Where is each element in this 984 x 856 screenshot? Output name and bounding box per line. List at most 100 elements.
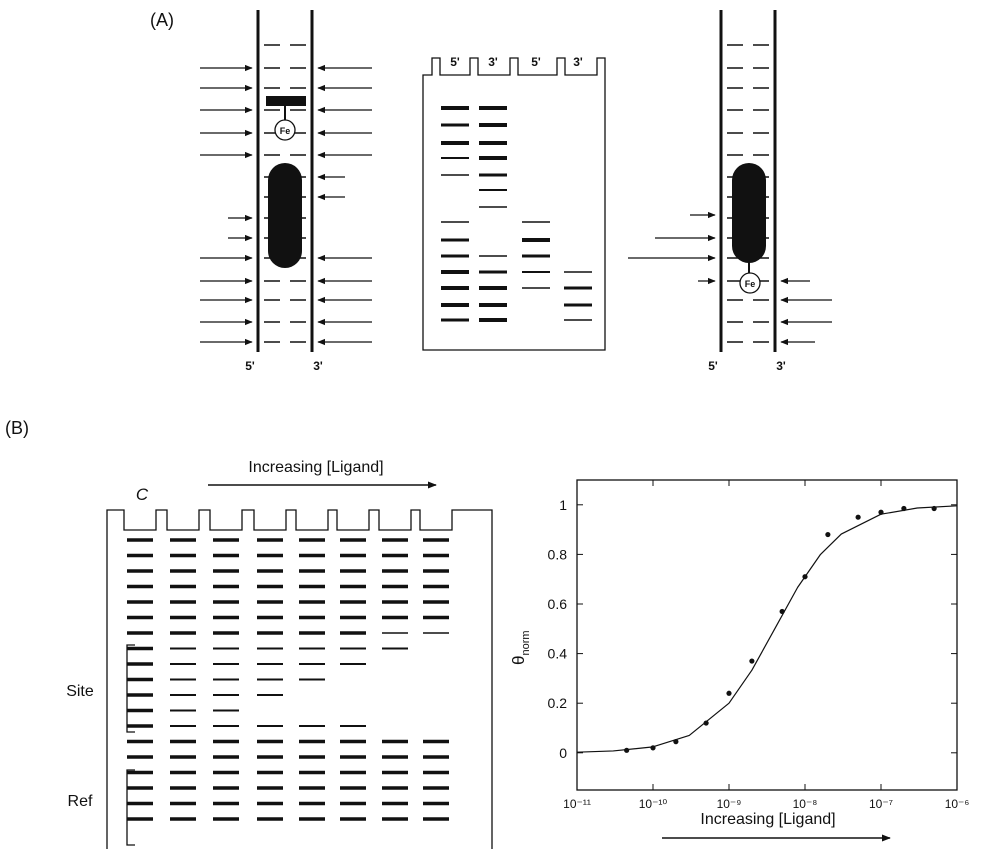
gel-band xyxy=(423,770,449,775)
gel-band xyxy=(340,584,366,589)
gel-band xyxy=(213,770,239,775)
gel-band xyxy=(213,538,239,542)
data-point xyxy=(802,574,808,580)
gel-band xyxy=(479,189,507,191)
gel-band xyxy=(213,709,239,712)
gel-band xyxy=(127,755,153,759)
gel-band xyxy=(127,817,153,821)
gel-band xyxy=(299,538,325,542)
lane-label: 3' xyxy=(573,55,583,69)
gel-band xyxy=(340,786,366,790)
gel-band xyxy=(257,553,283,558)
fe-label: Fe xyxy=(745,279,756,289)
gel-band xyxy=(127,739,153,744)
gel-band xyxy=(441,254,469,258)
gel-band xyxy=(522,238,550,242)
bracket xyxy=(126,769,135,846)
x-tick-label: 10⁻⁷ xyxy=(869,797,893,811)
gel-band xyxy=(299,584,325,589)
gel-band xyxy=(564,271,592,273)
gel-band xyxy=(170,801,196,806)
gel-band xyxy=(213,739,239,744)
gel-band xyxy=(170,709,196,712)
bracket-label: Site xyxy=(66,683,94,700)
strand-end-label: 5' xyxy=(245,359,255,373)
gel-band xyxy=(170,694,196,696)
gel-band xyxy=(382,600,408,604)
gel-band xyxy=(423,632,449,634)
gel-band xyxy=(522,287,550,289)
gel-band xyxy=(564,319,592,321)
gel-band xyxy=(423,569,449,573)
gel-band xyxy=(423,801,449,806)
data-point xyxy=(825,531,831,538)
gel-band xyxy=(127,662,153,666)
gel-band xyxy=(423,817,449,821)
gel-band xyxy=(257,725,283,727)
gel-band xyxy=(441,286,469,290)
gel-band xyxy=(382,770,408,775)
gel-band xyxy=(213,678,239,681)
gel-band xyxy=(213,694,239,696)
gel-band xyxy=(127,801,153,806)
gel-band xyxy=(127,553,153,558)
x-tick-label: 10⁻¹¹ xyxy=(563,797,591,811)
data-point xyxy=(703,720,709,726)
fe-label: Fe xyxy=(280,126,291,136)
gel-band xyxy=(423,755,449,759)
gel-band xyxy=(127,615,153,620)
y-axis-label-sub: norm xyxy=(520,630,532,655)
gel-band xyxy=(170,584,196,589)
gel-band xyxy=(257,755,283,759)
gel-band xyxy=(213,631,239,635)
data-point xyxy=(931,505,937,512)
gel-band xyxy=(382,632,408,634)
data-point xyxy=(901,505,907,512)
gel-band xyxy=(127,724,153,728)
gel-band xyxy=(299,569,325,573)
gel-band xyxy=(170,817,196,821)
strand-end-label: 5' xyxy=(708,359,718,373)
gel-band xyxy=(170,786,196,790)
gel-band xyxy=(257,600,283,604)
arrow-label: Increasing [Ligand] xyxy=(248,459,383,476)
panel-b-gel: Increasing [Ligand] C Site Ref xyxy=(66,459,493,849)
gel-band xyxy=(127,693,153,697)
gel-band xyxy=(299,755,325,759)
lane-label: 3' xyxy=(488,55,498,69)
gel-band xyxy=(170,600,196,604)
gel-band xyxy=(423,538,449,542)
gel-band xyxy=(213,663,239,665)
y-axis-label: θnorm xyxy=(509,630,532,665)
bar xyxy=(266,96,306,106)
lane-label: 5' xyxy=(450,55,460,69)
gel-band xyxy=(340,755,366,759)
data-point xyxy=(779,608,785,615)
gel-band xyxy=(382,801,408,806)
gel-band xyxy=(382,647,408,650)
gel-band xyxy=(213,553,239,558)
gel-band xyxy=(441,157,469,159)
panel-a: 5' 3' Fe 5' 3' 5' 3' 5' 3' Fe xyxy=(200,10,832,373)
gel-band xyxy=(423,584,449,589)
gel-band xyxy=(382,569,408,573)
bracket xyxy=(126,644,135,733)
gel-band xyxy=(257,615,283,620)
data-point xyxy=(673,739,679,745)
gel-band xyxy=(564,286,592,290)
gel-band xyxy=(479,303,507,307)
gel-band xyxy=(340,631,366,635)
gel-band xyxy=(170,755,196,759)
gel-band xyxy=(441,318,469,322)
gel-band xyxy=(340,725,366,727)
gel-band xyxy=(257,770,283,775)
gel-band xyxy=(340,647,366,650)
gel-band xyxy=(299,631,325,635)
x-axis-label: Increasing [Ligand] xyxy=(700,811,835,828)
gel-band xyxy=(257,584,283,589)
y-tick-label: 0.6 xyxy=(548,596,568,612)
gel-band xyxy=(257,678,283,681)
gel-band xyxy=(127,584,153,589)
strand-end-label: 3' xyxy=(776,359,786,373)
gel-band xyxy=(522,271,550,273)
